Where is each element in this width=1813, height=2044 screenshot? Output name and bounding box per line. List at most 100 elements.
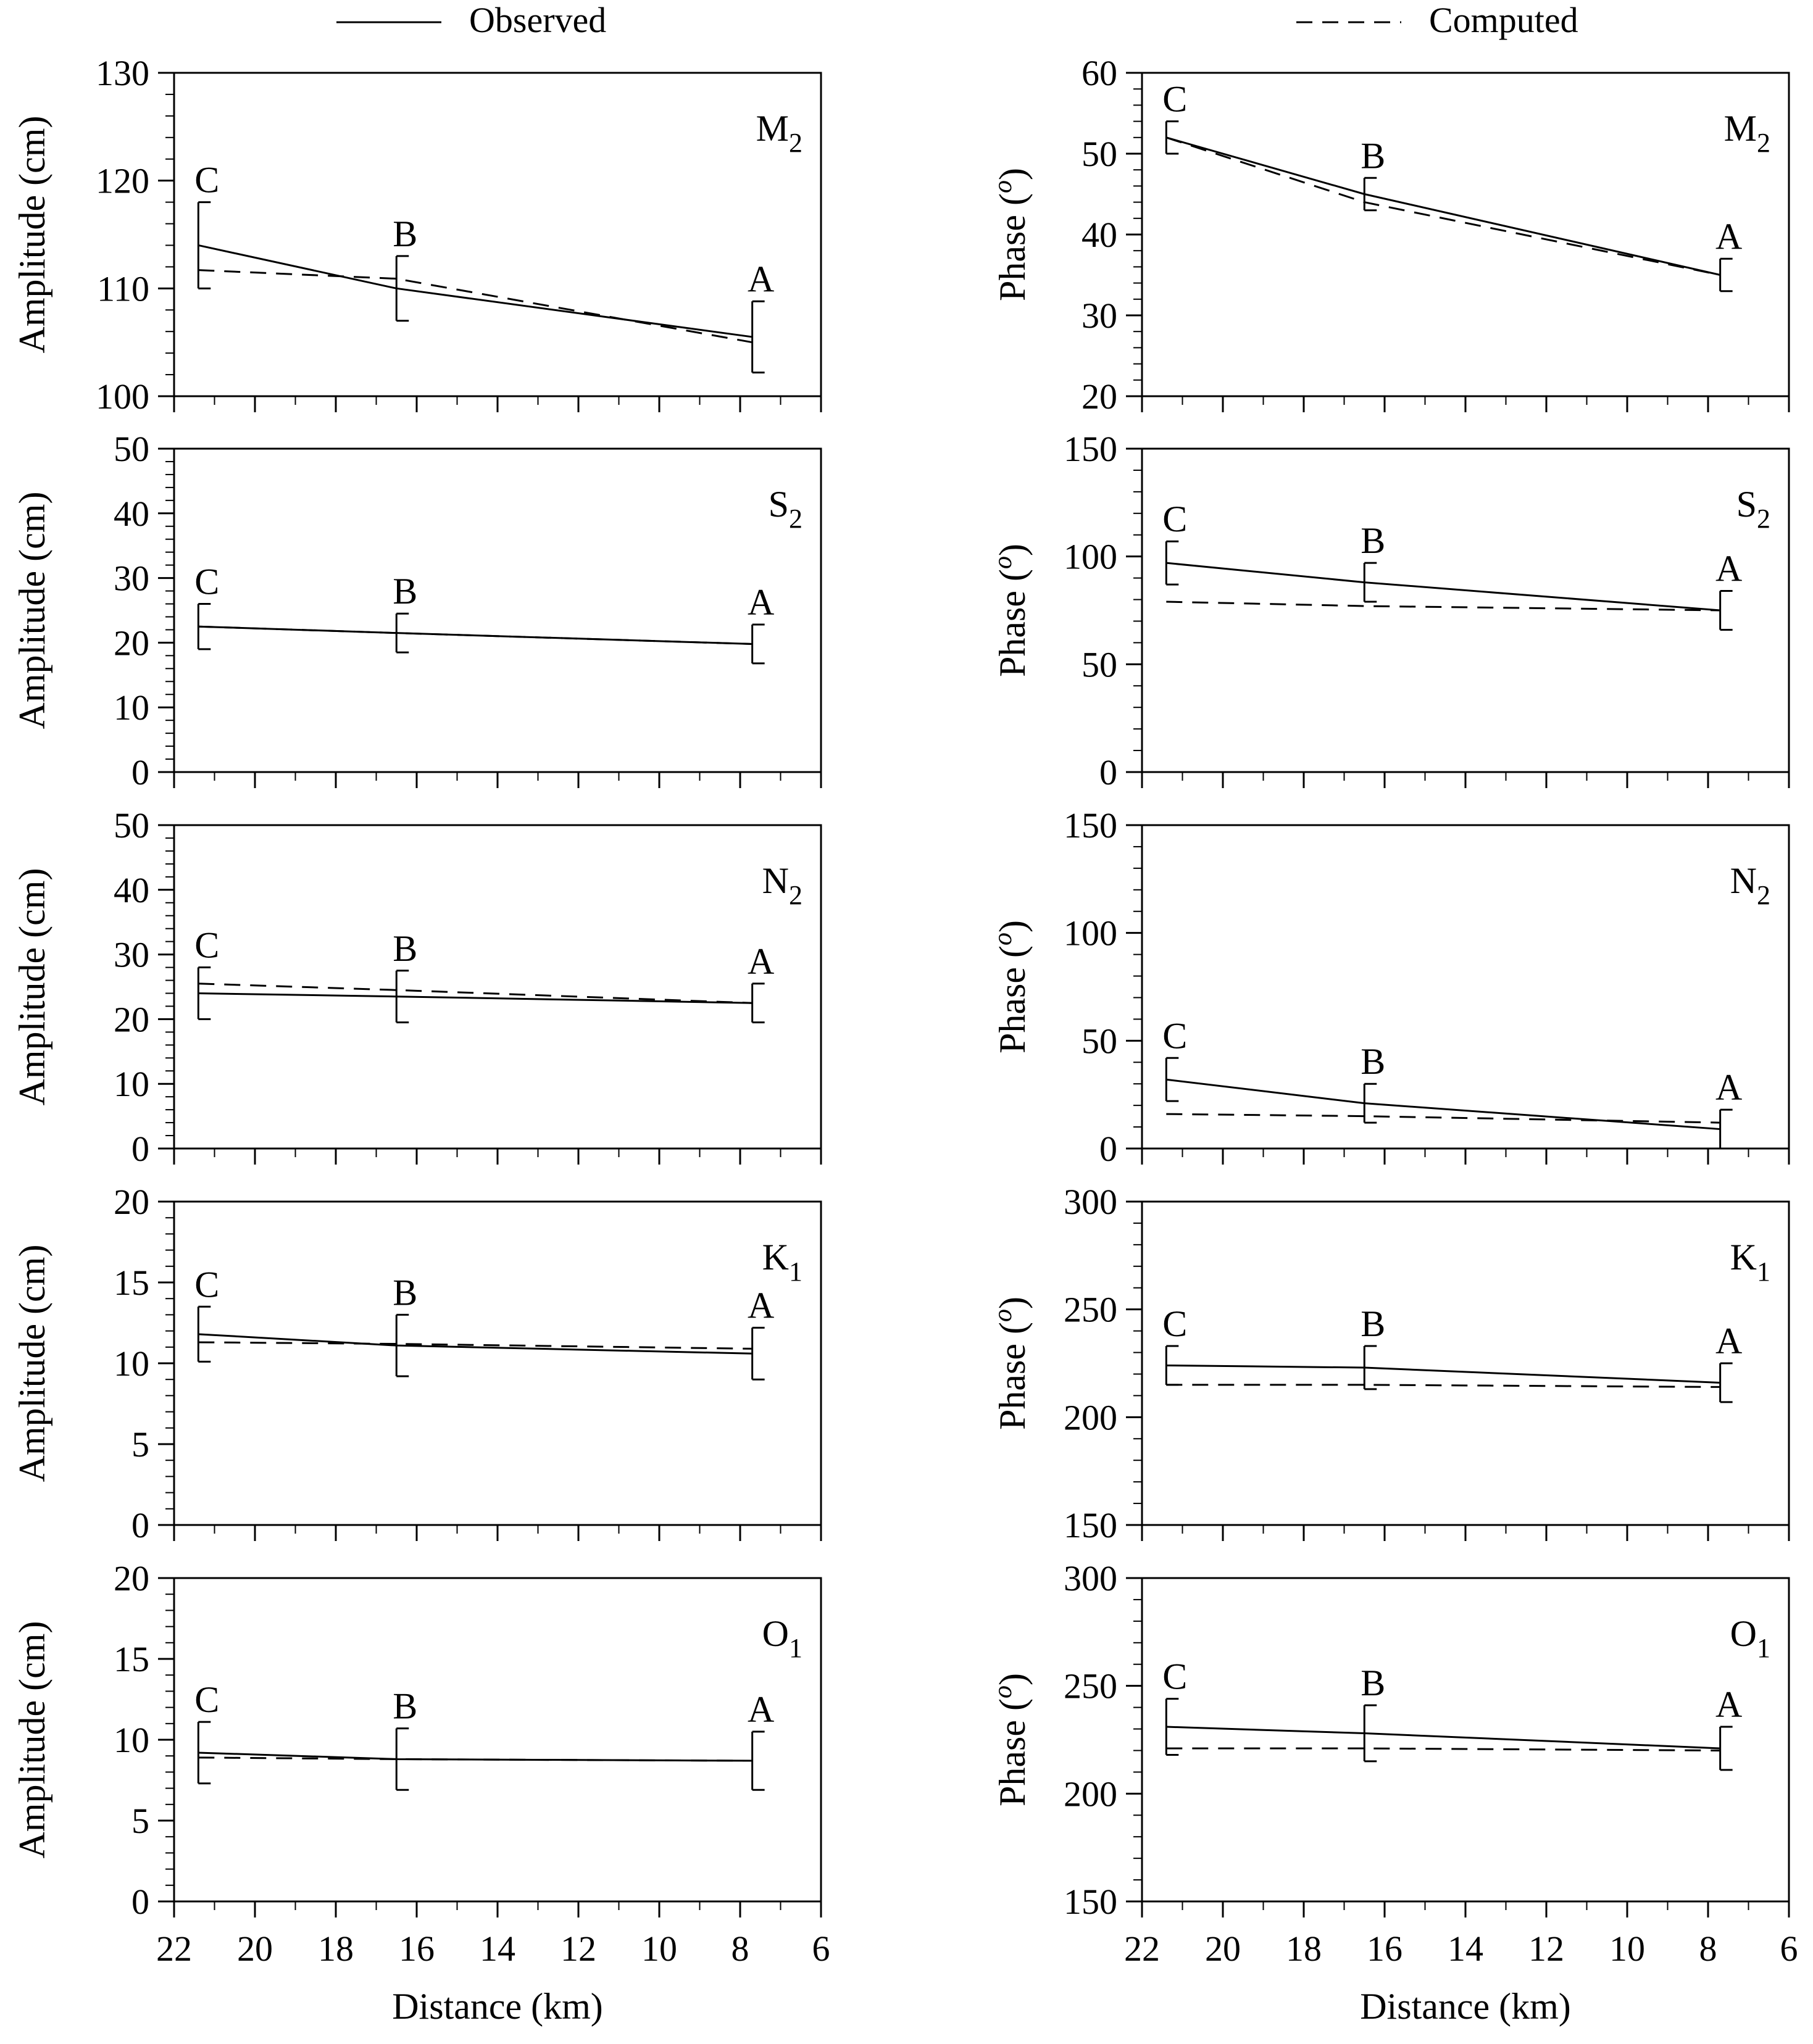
y-tick-label: 0 xyxy=(1099,752,1117,792)
y-tick-label: 50 xyxy=(1082,644,1117,684)
x-tick-label: 20 xyxy=(1205,1929,1241,1969)
station-label-a: A xyxy=(1715,1684,1742,1725)
observed-series-line xyxy=(198,1751,752,1762)
plot-frame xyxy=(1141,824,1790,1150)
computed-series-line xyxy=(1166,1747,1720,1751)
y-tick-label: 200 xyxy=(1064,1774,1117,1814)
panel-m2-phase: 20 30 40 50 60 Phase (o) M2 C B A xyxy=(989,53,1790,417)
y-tick-label: 40 xyxy=(1082,215,1117,255)
y-tick-label: 10 xyxy=(114,1720,149,1760)
constituent-label: N2 xyxy=(1730,860,1770,910)
station-label-c: C xyxy=(194,1264,219,1305)
panel-n2-phase: 0 50 100 150 Phase (o) N2 C B A xyxy=(989,805,1790,1169)
station-label-a: A xyxy=(1715,1067,1742,1108)
y-tick-label: 300 xyxy=(1064,1182,1117,1222)
constituent-label: N2 xyxy=(762,860,802,910)
panel-o1-amp: 0 5 10 15 20 22 20 18 16 14 12 10 8 6 Amplitude (cm) Di… xyxy=(12,1558,830,2027)
x-tick-label: 12 xyxy=(1528,1929,1564,1969)
station-label-b: B xyxy=(393,1272,417,1313)
y-tick-label: 40 xyxy=(114,870,149,910)
y-axis-label: Phase (o) xyxy=(989,1297,1033,1430)
station-label-c: C xyxy=(194,160,219,201)
y-tick-label: 100 xyxy=(1064,537,1117,577)
panel-k1-amp: 0 5 10 15 20 Amplitude (cm) K1 C B A xyxy=(12,1182,822,1545)
station-label-c: C xyxy=(1162,1015,1187,1056)
station-label-a: A xyxy=(748,259,774,299)
plot-frame xyxy=(173,824,822,1150)
plot-frame xyxy=(1141,1577,1790,1903)
y-tick-label: 40 xyxy=(114,494,149,534)
x-tick-label: 8 xyxy=(731,1929,749,1969)
x-tick-label: 10 xyxy=(641,1929,677,1969)
constituent-label: K1 xyxy=(1730,1237,1770,1287)
constituent-label: S2 xyxy=(769,484,802,534)
station-label-a: A xyxy=(748,1285,774,1326)
y-tick-label: 50 xyxy=(1082,134,1117,174)
constituent-label: M2 xyxy=(1724,108,1770,158)
y-tick-label: 150 xyxy=(1064,429,1117,469)
station-label-a: A xyxy=(748,582,774,623)
plot-frame xyxy=(1141,72,1790,397)
y-tick-label: 50 xyxy=(114,805,149,845)
y-axis-label: Amplitude (cm) xyxy=(12,1245,52,1482)
y-tick-label: 110 xyxy=(97,268,149,309)
x-axis-label: Distance (km) xyxy=(392,1986,603,2027)
station-label-a: A xyxy=(1715,216,1742,257)
station-label-b: B xyxy=(393,1686,417,1727)
constituent-label: O1 xyxy=(1730,1613,1770,1663)
x-tick-label: 6 xyxy=(1780,1929,1798,1969)
y-tick-label: 150 xyxy=(1064,1505,1117,1545)
station-label-c: C xyxy=(194,925,219,966)
panel-m2-amp: 100 110 120 130 Amplitude (cm) M2 C B A xyxy=(12,53,822,417)
x-tick-label: 14 xyxy=(480,1929,515,1969)
plot-frame xyxy=(173,447,822,773)
computed-series-line xyxy=(198,1341,752,1350)
panel-s2-phase: 0 50 100 150 Phase (o) S2 C B A xyxy=(989,429,1790,792)
station-label-b: B xyxy=(393,928,417,969)
y-axis-label: Phase (o) xyxy=(989,168,1033,301)
y-tick-label: 30 xyxy=(114,935,149,975)
y-tick-label: 20 xyxy=(114,1182,149,1222)
x-tick-label: 16 xyxy=(1367,1929,1402,1969)
computed-series-line xyxy=(198,1756,752,1762)
plot-frame xyxy=(173,72,822,397)
y-axis-label: Phase (o) xyxy=(989,544,1033,677)
y-tick-label: 200 xyxy=(1064,1397,1117,1437)
x-tick-label: 14 xyxy=(1448,1929,1483,1969)
y-tick-label: 20 xyxy=(1082,376,1117,417)
y-axis-label: Phase (o) xyxy=(989,1673,1033,1806)
station-label-a: A xyxy=(748,1689,774,1730)
computed-series-line xyxy=(1166,1384,1720,1388)
observed-series-line xyxy=(198,244,752,338)
computed-series-line xyxy=(198,269,752,344)
y-tick-label: 0 xyxy=(131,752,149,792)
y-tick-label: 30 xyxy=(1082,296,1117,336)
y-axis-label: Amplitude (cm) xyxy=(12,1621,52,1859)
x-tick-label: 6 xyxy=(812,1929,830,1969)
station-label-b: B xyxy=(1361,1663,1385,1703)
y-tick-label: 0 xyxy=(131,1505,149,1545)
observed-series-line xyxy=(198,625,752,645)
constituent-label: K1 xyxy=(762,1237,802,1287)
observed-series-line xyxy=(198,1333,752,1355)
station-label-b: B xyxy=(1361,135,1385,176)
plot-frame xyxy=(173,1200,822,1526)
y-tick-label: 0 xyxy=(1099,1129,1117,1169)
x-tick-label: 18 xyxy=(1286,1929,1322,1969)
station-label-b: B xyxy=(393,571,417,612)
y-tick-label: 150 xyxy=(1064,805,1117,845)
x-tick-label: 16 xyxy=(399,1929,435,1969)
y-tick-label: 0 xyxy=(131,1129,149,1169)
constituent-label: M2 xyxy=(756,108,802,158)
y-tick-label: 50 xyxy=(114,429,149,469)
panel-o1-phase: 150 200 250 300 22 20 18 16 14 12 10 8 6 Phase (o) Dis… xyxy=(989,1558,1798,2027)
y-tick-label: 250 xyxy=(1064,1290,1117,1330)
legend-computed-label: Computed xyxy=(1429,0,1578,40)
x-tick-label: 20 xyxy=(237,1929,273,1969)
station-label-a: A xyxy=(748,941,774,982)
x-tick-label: 10 xyxy=(1609,1929,1645,1969)
computed-series-line xyxy=(198,983,752,1004)
y-tick-label: 10 xyxy=(114,688,149,728)
station-label-c: C xyxy=(1162,1303,1187,1344)
y-tick-label: 20 xyxy=(114,1558,149,1598)
